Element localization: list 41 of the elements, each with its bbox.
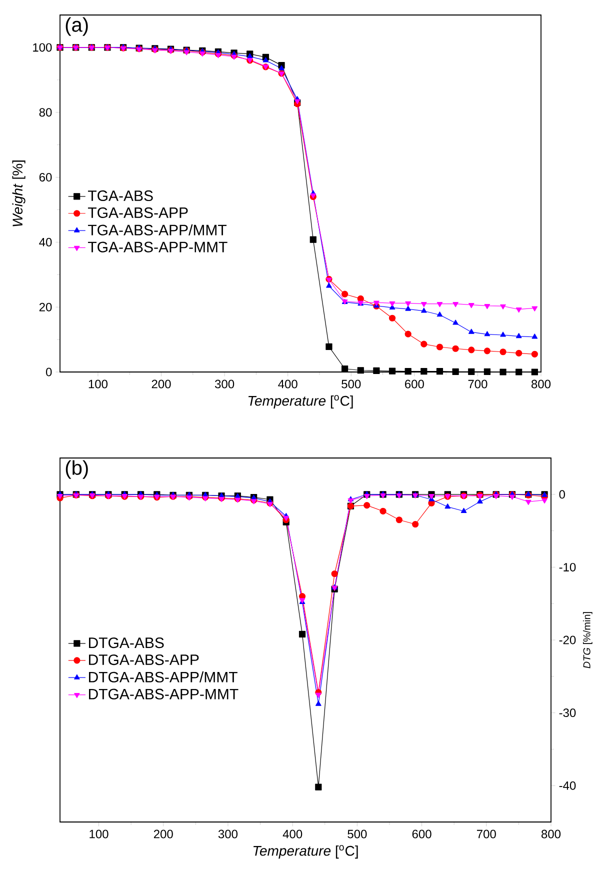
y-tick-label: 0 — [559, 490, 566, 499]
y-tick-label: -10 — [559, 562, 576, 572]
x-tick-label: 700 — [476, 830, 496, 838]
x-tick-label: 600 — [405, 380, 424, 388]
x-tick-label: 300 — [218, 830, 238, 838]
x-tick-label: 400 — [282, 830, 302, 838]
x-tick-label: 700 — [468, 380, 488, 388]
legend-label: TGA-ABS-APP-MMT — [88, 242, 228, 252]
x-tick-label: 300 — [214, 380, 234, 388]
x-tick-label: 800 — [532, 380, 551, 388]
legend-label: DTGA-ABS-APP/MMT — [89, 671, 238, 682]
y-tick-label: 60 — [39, 173, 52, 182]
x-axis-title: Temperature [$^{o}$C] — [253, 845, 358, 859]
annotation: (a) — [66, 17, 88, 36]
x-tick-label: 600 — [412, 830, 432, 838]
y-axis-title: Weight [%] — [12, 160, 26, 226]
legend-label: DTGA-ABS-APP — [89, 654, 199, 666]
y-tick-label: 40 — [39, 238, 52, 246]
y-tick-label: -40 — [559, 781, 576, 790]
x-tick-label: 400 — [278, 380, 298, 388]
x-tick-label: 200 — [152, 380, 171, 388]
y-tick-label: -20 — [559, 636, 576, 644]
annotation: (b) — [66, 460, 88, 479]
x-tick-label: 800 — [542, 830, 561, 838]
legend-label: DTGA-ABS-APP-MMT — [89, 688, 238, 700]
y-tick-label: 20 — [39, 302, 52, 312]
x-tick-label: 500 — [348, 830, 367, 838]
legend-label: DTGA-ABS — [89, 637, 164, 648]
y-tick-label: 0 — [46, 368, 52, 376]
y-axis-title: DTG [%/min] — [583, 612, 592, 668]
x-tick-label: 100 — [88, 380, 108, 388]
x-tick-label: 500 — [342, 380, 361, 388]
y-tick-label: 100 — [33, 43, 52, 52]
legend-label: TGA-ABS — [88, 190, 153, 202]
x-tick-label: 200 — [154, 830, 173, 838]
x-axis-title: Temperature [$^{o}$C] — [248, 395, 353, 409]
x-tick-label: 100 — [90, 830, 108, 838]
legend-label: TGA-ABS-APP/MMT — [88, 224, 227, 236]
legend-label: TGA-ABS-APP — [88, 207, 188, 218]
y-tick-label: -30 — [559, 708, 576, 718]
y-tick-label: 80 — [39, 108, 52, 117]
